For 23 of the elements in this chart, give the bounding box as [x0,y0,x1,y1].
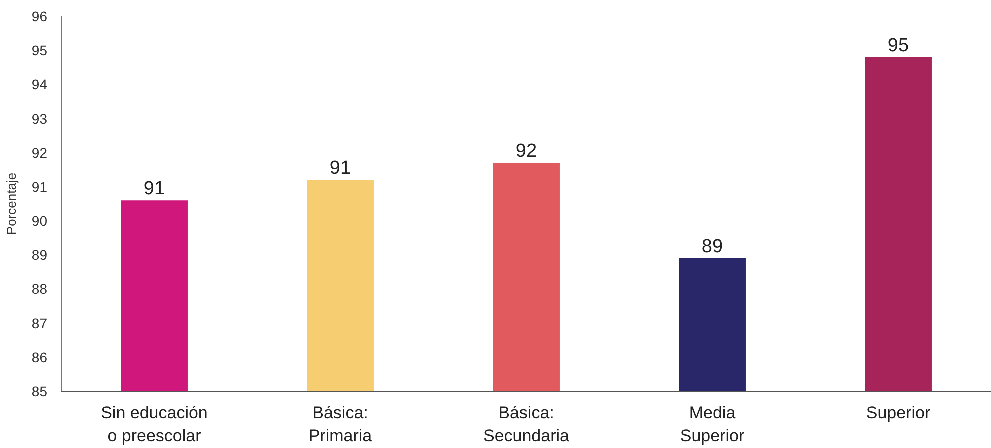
y-axis-title: Porcentaje [4,172,19,236]
y-tick-label: 94 [32,76,48,93]
y-tick-label: 85 [32,384,48,400]
y-tick-label: 89 [32,247,48,264]
y-tick-label: 96 [32,8,48,24]
x-tick-label: Media Superior [680,404,745,446]
y-tick-label: 91 [32,178,48,195]
x-tick-label: Sin educación o preescolar [101,404,208,446]
y-tick-label: 90 [32,213,48,230]
y-tick-label: 93 [32,110,48,127]
y-tick-label: 92 [32,144,48,161]
y-tick-label: 95 [32,42,48,59]
data-label: 91 [144,178,166,200]
data-label: 92 [516,141,538,162]
x-tick-label: Básica: Primaria [308,404,373,446]
data-label: 95 [888,35,910,56]
data-label: 89 [702,236,724,258]
y-tick-label: 88 [32,281,48,298]
x-tick-label: Básica: Secundaria [484,404,570,446]
x-tick-label: Superior [866,404,931,422]
y-tick-label: 87 [32,315,48,332]
y-tick-label: 86 [32,349,48,366]
data-label: 91 [330,158,352,180]
